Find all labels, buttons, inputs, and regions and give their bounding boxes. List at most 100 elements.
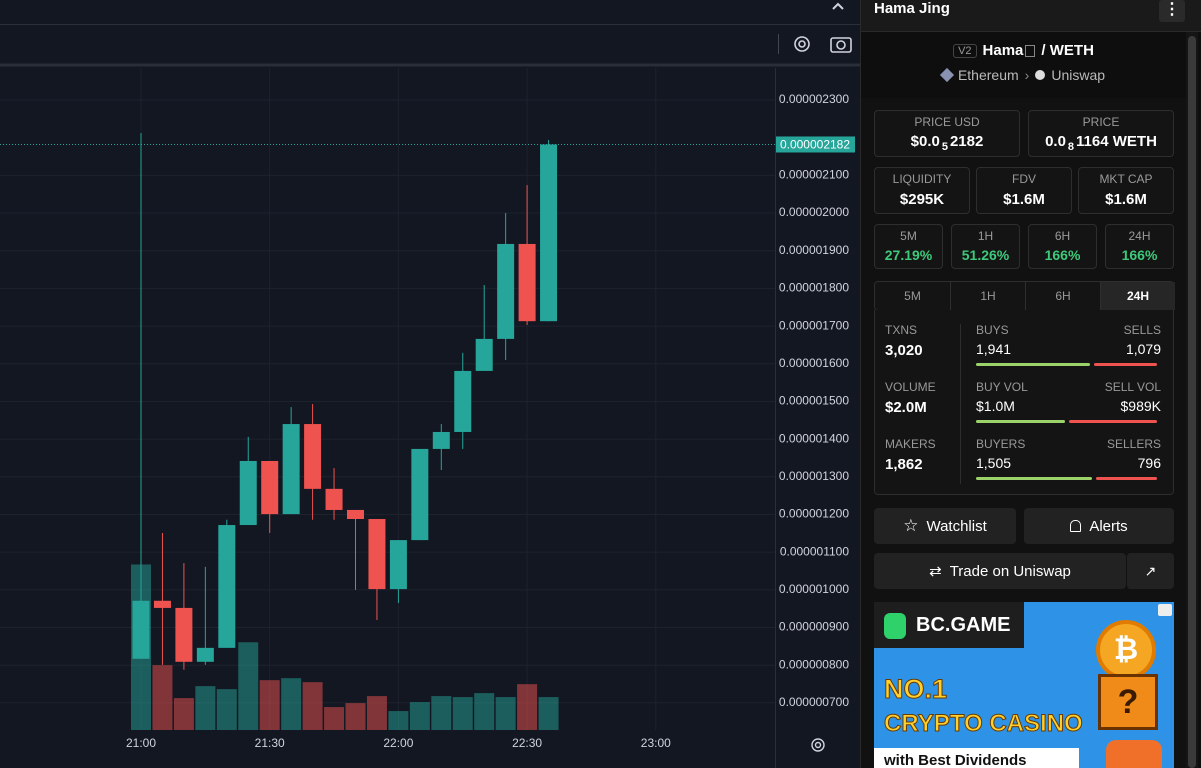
candle-body <box>432 431 450 449</box>
watchlist-button[interactable]: ☆ Watchlist <box>874 508 1016 544</box>
price-digits: 1164 WETH <box>1076 133 1157 150</box>
txn-right-value: 1,079 <box>1125 341 1161 357</box>
y-tick-label: 0.000000700 <box>779 695 849 709</box>
buy-bar <box>976 477 1092 480</box>
volume-bar <box>409 702 430 730</box>
trade-label: Trade on Uniswap <box>949 562 1071 580</box>
ad-banner[interactable]: BC.GAME ₿? NO.1 CRYPTO CASINO with Best Divi… <box>874 602 1174 768</box>
price-label: PRICE USD <box>914 115 980 129</box>
y-tick-label: 0.000000900 <box>779 620 849 634</box>
gear-ring <box>794 36 810 52</box>
y-tick-label: 0.000002300 <box>779 92 849 106</box>
change-card: 5M 27.19% <box>874 224 943 269</box>
candle-body <box>218 525 236 648</box>
buy-bar <box>976 363 1090 366</box>
timeframe-tab[interactable]: 6H <box>1025 282 1100 310</box>
sell-bar <box>1093 363 1157 366</box>
collapse-icon[interactable] <box>832 2 844 10</box>
txn-left-label: BUYERS <box>976 437 1026 451</box>
candle-body <box>475 338 493 371</box>
candle-body <box>153 600 171 608</box>
txn-total: 1,862 <box>885 456 923 473</box>
timeframe-tab[interactable]: 24H <box>1100 282 1175 310</box>
x-tick-label: 23:00 <box>641 736 671 750</box>
y-tick-label: 0.000002100 <box>779 168 849 182</box>
y-tick-label: 0.000001300 <box>779 469 849 483</box>
header-bar <box>861 0 1201 32</box>
y-tick-label: 0.000001100 <box>780 544 850 558</box>
volume-bar <box>495 697 516 730</box>
change-value: 166% <box>1121 247 1158 263</box>
txn-right-label: SELLS <box>1123 323 1161 337</box>
volume-bar <box>173 698 194 730</box>
txn-right-value: $989K <box>1120 398 1161 414</box>
dex-name: Uniswap <box>1051 67 1106 83</box>
timeframe-tab[interactable]: 5M <box>904 289 921 303</box>
change-value: 27.19% <box>884 247 933 263</box>
ad-close <box>1158 604 1172 616</box>
txn-right-value: 796 <box>1137 455 1161 471</box>
price-zeros: 5 <box>941 141 948 153</box>
last-price-label: 0.000002182 <box>780 138 850 152</box>
candle-body <box>389 540 407 590</box>
trade-button[interactable]: ⇄ Trade on Uniswap <box>874 553 1126 589</box>
ad-block: ? <box>1098 674 1158 730</box>
volume-bar <box>195 686 216 730</box>
candle-body <box>454 370 472 432</box>
volume-bar <box>538 697 559 730</box>
txn-label: VOLUME <box>885 380 936 394</box>
candle-body <box>368 519 386 590</box>
pair-row: V2 Hama / WETH <box>861 42 1186 59</box>
price-digits: 2182 <box>949 133 984 150</box>
ad-line3-bg <box>874 748 1079 768</box>
candle-body <box>132 600 150 659</box>
price-lead: 0.0 <box>1045 133 1066 150</box>
dex-icon <box>1035 70 1046 80</box>
buy-bar <box>976 420 1065 423</box>
txn-divider <box>960 324 961 484</box>
menu-button[interactable]: ⋮ <box>1159 0 1185 22</box>
y-tick-label: 0.000001500 <box>779 394 849 408</box>
volume-bar <box>302 682 323 730</box>
volume-bar <box>517 684 538 730</box>
txn-left-label: BUYS <box>976 323 1009 337</box>
sell-bar <box>1068 420 1157 423</box>
alerts-label: Alerts <box>1089 517 1128 535</box>
stat-value: $1.6M <box>1105 191 1147 208</box>
stat-card: FDV $1.6M <box>976 167 1072 214</box>
y-tick-label: 0.000001900 <box>779 243 849 257</box>
x-tick-label: 22:30 <box>512 736 542 750</box>
external-link-button[interactable]: ↗ <box>1126 553 1174 589</box>
settings-icon[interactable] <box>794 36 810 52</box>
timeframe-tab[interactable]: 1H <box>950 282 1025 310</box>
change-value: 51.26% <box>961 247 1010 263</box>
candle-body <box>347 509 364 520</box>
stat-label: LIQUIDITY <box>892 172 952 186</box>
stat-value: $295K <box>899 191 945 208</box>
chain-icon <box>939 67 955 83</box>
change-label: 6H <box>1054 229 1071 243</box>
axis-settings-icon[interactable] <box>811 738 825 752</box>
stat-label: FDV <box>1012 172 1036 186</box>
dex-version: V2 <box>953 43 977 58</box>
screenshot-icon[interactable] <box>830 37 852 53</box>
chart: 0.000000700 0.000000800 0.000000900 0.00000… <box>0 2 860 768</box>
gear-hub <box>814 741 822 749</box>
alerts-button[interactable]: Alerts <box>1024 508 1174 544</box>
candle-body <box>261 460 279 515</box>
stat-label: MKT CAP <box>1099 172 1153 186</box>
txn-total: 3,020 <box>885 342 923 359</box>
txn-left-value: $1.0M <box>976 398 1015 414</box>
ad-logo <box>884 613 906 639</box>
scrollbar-thumb <box>1188 36 1196 768</box>
camera-body <box>830 37 852 53</box>
volume-bar <box>388 711 409 730</box>
token-name: Hama Jing <box>874 0 950 17</box>
change-label: 24H <box>1128 229 1151 243</box>
ad-mascot <box>1106 740 1162 768</box>
change-card: 6H 166% <box>1028 224 1097 269</box>
candle-body <box>304 424 322 489</box>
y-tick-label: 0.000002000 <box>779 205 849 219</box>
gear-ring <box>811 738 825 752</box>
x-tick-label: 21:00 <box>126 736 156 750</box>
